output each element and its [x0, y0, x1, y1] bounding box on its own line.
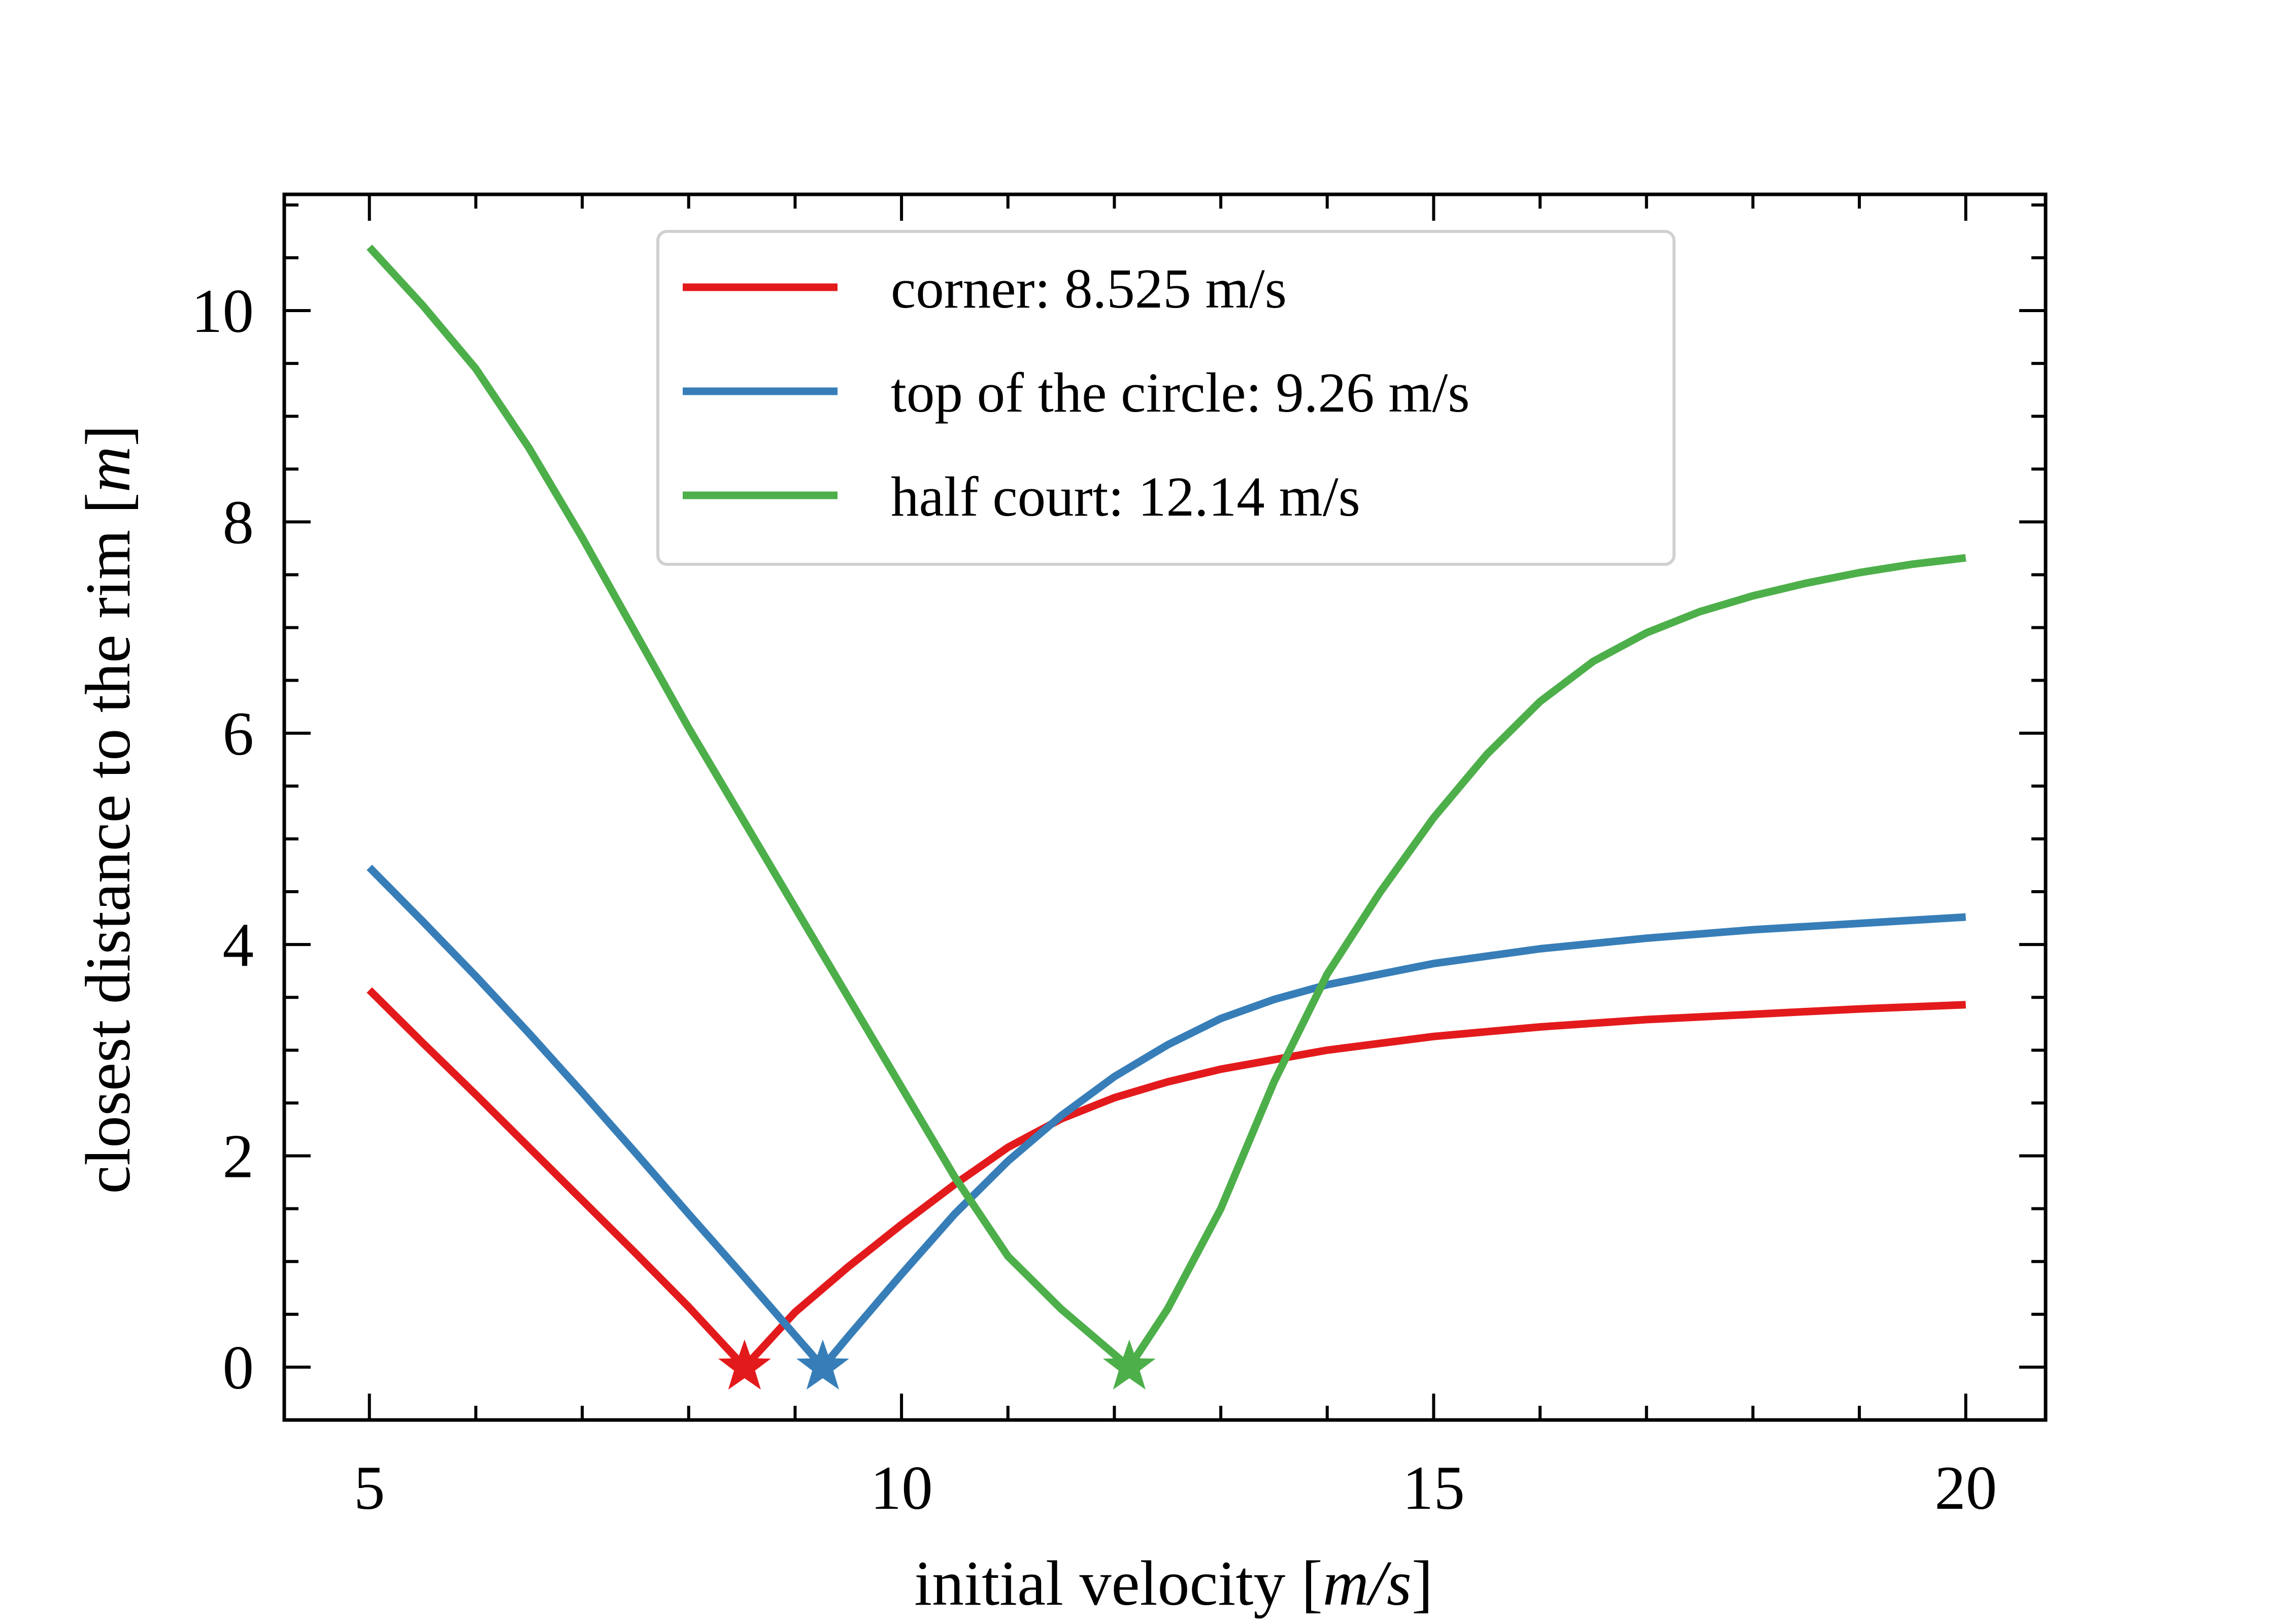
x-tick-label-5: 5	[354, 1453, 385, 1522]
y-tick-label-10: 10	[191, 276, 254, 346]
axis-ticks	[284, 194, 2046, 1422]
series-line-2	[366, 245, 1966, 1371]
legend: corner: 8.525 m/s top of the circle: 9.2…	[656, 230, 1676, 566]
y-axis-title-text: closest distance to the rim	[73, 530, 144, 1194]
y-axis-title: closest distance to the rim [m]	[73, 425, 144, 1194]
y-tick-label-2: 2	[223, 1122, 254, 1191]
optimum-marker-1	[796, 1339, 849, 1390]
y-axis-unit: m	[73, 446, 144, 492]
y-tick-label-8: 8	[223, 487, 254, 557]
y-tick-label-0: 0	[223, 1333, 254, 1402]
legend-label-top-of-circle: top of the circle: 9.26 m/s	[891, 362, 1470, 424]
x-tick-label-10: 10	[871, 1453, 933, 1522]
optimum-marker-2	[1102, 1339, 1156, 1390]
x-axis-title: initial velocity [m/s]	[914, 1548, 1433, 1619]
x-tick-label-20: 20	[1934, 1453, 1997, 1522]
series-line-0	[366, 987, 1966, 1371]
x-tick-label-15: 15	[1402, 1453, 1465, 1522]
legend-frame	[656, 230, 1676, 566]
plot-area	[282, 192, 2048, 1422]
plot-frame	[282, 192, 2048, 1422]
x-axis-title-text: initial velocity	[914, 1548, 1285, 1619]
optimum-marker-0	[718, 1339, 771, 1390]
series-line-1	[366, 864, 1966, 1371]
y-tick-label-6: 6	[223, 699, 254, 768]
y-tick-label-4: 4	[223, 910, 254, 979]
legend-label-half-court: half court: 12.14 m/s	[891, 466, 1360, 528]
x-axis-unit: m/s	[1323, 1548, 1412, 1619]
data-layer	[366, 245, 1966, 1390]
tick-labels: 5 10 15 20 0 2 4 6 8 10	[191, 276, 1997, 1522]
legend-label-corner: corner: 8.525 m/s	[891, 258, 1287, 320]
